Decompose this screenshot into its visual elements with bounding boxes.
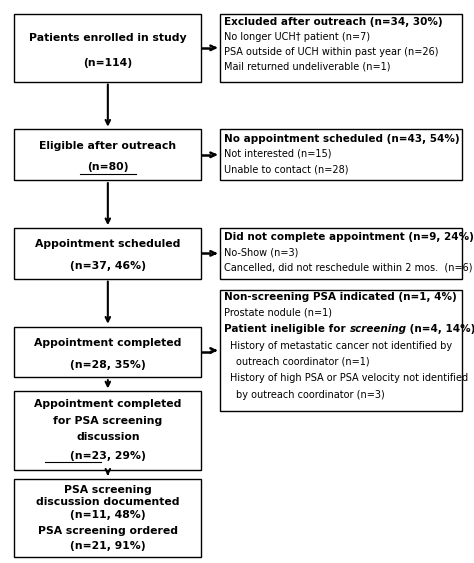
Text: Unable to contact (n=28): Unable to contact (n=28) (224, 164, 349, 174)
Text: Non-screening PSA indicated (n=1, 4%): Non-screening PSA indicated (n=1, 4%) (224, 292, 457, 302)
Text: (n=114): (n=114) (83, 58, 132, 68)
Text: Prostate nodule (n=1): Prostate nodule (n=1) (224, 308, 332, 318)
Text: PSA screening ordered: PSA screening ordered (38, 526, 178, 537)
Text: by outreach coordinator (n=3): by outreach coordinator (n=3) (236, 390, 385, 400)
Text: (n=37, 46%): (n=37, 46%) (70, 261, 146, 271)
Text: Cancelled, did not reschedule within 2 mos.  (n=6): Cancelled, did not reschedule within 2 m… (224, 262, 473, 272)
Text: PSA screening: PSA screening (64, 485, 152, 495)
Text: PSA outside of UCH within past year (n=26): PSA outside of UCH within past year (n=2… (224, 47, 439, 57)
Text: outreach coordinator (n=1): outreach coordinator (n=1) (236, 357, 370, 367)
Text: Did not complete appointment (n=9, 24%): Did not complete appointment (n=9, 24%) (224, 232, 474, 242)
Text: (n=28, 35%): (n=28, 35%) (70, 360, 146, 369)
Text: Mail returned undeliverable (n=1): Mail returned undeliverable (n=1) (224, 62, 391, 72)
Text: History of metastatic cancer not identified by: History of metastatic cancer not identif… (230, 341, 452, 351)
Text: No longer UCH† patient (n=7): No longer UCH† patient (n=7) (224, 32, 370, 42)
Text: discussion documented: discussion documented (36, 497, 180, 507)
Text: Appointment completed: Appointment completed (34, 338, 182, 348)
Bar (14, 129, 201, 180)
Text: Excluded after outreach (n=34, 30%): Excluded after outreach (n=34, 30%) (224, 17, 443, 27)
Text: screening: screening (349, 324, 406, 334)
Text: (n=21, 91%): (n=21, 91%) (70, 542, 146, 551)
Text: Eligible after outreach: Eligible after outreach (39, 141, 176, 151)
Bar (14, 14, 201, 82)
Bar (220, 290, 462, 411)
Bar (14, 228, 201, 279)
Text: History of high PSA or PSA velocity not identified: History of high PSA or PSA velocity not … (230, 373, 468, 383)
Text: Not interested (n=15): Not interested (n=15) (224, 149, 332, 159)
Bar (220, 228, 462, 279)
Text: No-Show (n=3): No-Show (n=3) (224, 247, 299, 257)
Text: (n=23, 29%): (n=23, 29%) (70, 451, 146, 461)
Text: Patients enrolled in study: Patients enrolled in study (29, 33, 187, 43)
Bar (14, 327, 201, 377)
Bar (220, 129, 462, 180)
Text: Appointment scheduled: Appointment scheduled (35, 239, 181, 249)
Bar (14, 391, 201, 470)
Text: Appointment completed: Appointment completed (34, 399, 182, 409)
Text: discussion: discussion (76, 432, 140, 442)
Text: (n=4, 14%): (n=4, 14%) (406, 324, 474, 334)
Text: No appointment scheduled (n=43, 54%): No appointment scheduled (n=43, 54%) (224, 133, 460, 144)
Text: for PSA screening: for PSA screening (53, 416, 163, 426)
Text: (n=11, 48%): (n=11, 48%) (70, 510, 146, 520)
Bar (220, 14, 462, 82)
Text: (n=80): (n=80) (87, 163, 128, 172)
Bar (14, 479, 201, 557)
Text: Patient ineligible for: Patient ineligible for (224, 324, 349, 334)
